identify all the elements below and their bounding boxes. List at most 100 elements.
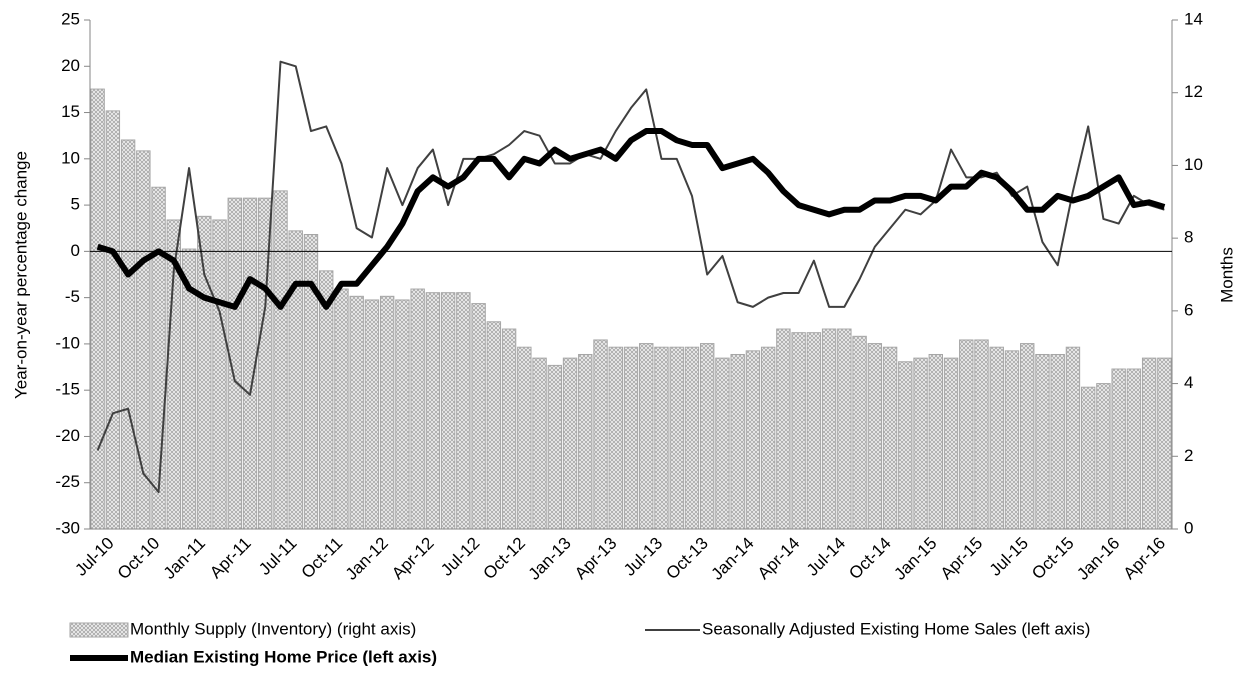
legend-label: Monthly Supply (Inventory) (right axis) <box>130 619 416 638</box>
y-tick-label: -10 <box>55 333 80 352</box>
bar <box>852 335 867 530</box>
bar <box>989 346 1004 530</box>
bar <box>1096 383 1111 530</box>
bar <box>349 295 364 530</box>
bar <box>501 328 517 530</box>
bar <box>974 339 989 530</box>
bar <box>379 295 395 530</box>
x-tick-label: Apr-12 <box>388 534 438 584</box>
x-tick-label: Apr-14 <box>754 534 804 584</box>
bar <box>776 328 791 530</box>
bar <box>623 346 639 530</box>
bar <box>654 346 669 530</box>
bar <box>837 328 852 530</box>
x-tick-label: Jan-12 <box>342 534 392 584</box>
x-tick-label: Oct-10 <box>114 534 164 584</box>
y-tick-label: -25 <box>55 472 80 491</box>
bar <box>882 346 898 530</box>
bar <box>425 292 441 530</box>
y2-tick-label: 4 <box>1184 373 1193 392</box>
bar <box>1141 357 1157 530</box>
y2-tick-label: 6 <box>1184 300 1193 319</box>
legend-label: Seasonally Adjusted Existing Home Sales … <box>702 619 1090 638</box>
y2-tick-label: 12 <box>1184 82 1203 101</box>
bar <box>669 346 684 530</box>
bar <box>1020 343 1035 530</box>
bar <box>288 230 303 530</box>
y-tick-label: 10 <box>61 148 80 167</box>
y2-tick-label: 14 <box>1184 9 1203 28</box>
y-tick-label: 20 <box>61 56 80 75</box>
bar <box>517 346 532 530</box>
bar <box>1111 368 1126 530</box>
x-tick-label: Apr-13 <box>571 534 621 584</box>
legend-label: Median Existing Home Price (left axis) <box>130 647 437 666</box>
bar <box>760 346 776 530</box>
y2-tick-label: 10 <box>1184 155 1203 174</box>
bar <box>578 353 593 530</box>
bar <box>699 343 715 530</box>
x-tick-label: Apr-11 <box>206 534 255 583</box>
x-tick-label: Apr-16 <box>1120 534 1170 584</box>
bar <box>410 288 425 530</box>
y-tick-label: 25 <box>61 9 80 28</box>
bar <box>120 139 136 530</box>
x-tick-label: Oct-12 <box>480 534 530 584</box>
legend: Monthly Supply (Inventory) (right axis) S… <box>69 619 1090 666</box>
y2-tick-label: 8 <box>1184 228 1193 247</box>
bar <box>959 339 974 530</box>
bar <box>791 332 806 530</box>
bar <box>547 364 563 530</box>
bar <box>1126 368 1142 530</box>
bar <box>730 353 745 530</box>
x-tick-label: Jan-14 <box>707 534 757 584</box>
bar <box>273 190 288 530</box>
bar <box>608 346 623 530</box>
bar <box>258 197 273 530</box>
y2-axis-title: Months <box>1217 247 1236 303</box>
bar <box>303 234 319 530</box>
y-tick-label: -15 <box>55 380 80 399</box>
bar <box>1080 386 1096 530</box>
x-tick-label: Jan-11 <box>160 534 209 583</box>
y-tick-label: -5 <box>65 287 80 306</box>
bar <box>639 343 654 530</box>
x-tick-label: Jan-16 <box>1073 534 1123 584</box>
bar <box>1157 357 1172 530</box>
bar <box>684 346 700 530</box>
bar <box>395 299 410 530</box>
bar <box>593 339 608 530</box>
bar <box>928 353 943 530</box>
y-tick-label: -30 <box>55 518 80 537</box>
x-tick-label: Oct-14 <box>845 534 895 584</box>
y2-tick-label: 2 <box>1184 446 1193 465</box>
x-tick-label: Apr-15 <box>937 534 987 584</box>
bar <box>806 332 822 530</box>
bar <box>456 292 471 530</box>
x-tick-label: Jul-11 <box>255 534 300 579</box>
bar <box>1050 353 1065 530</box>
x-tick-label: Jan-15 <box>890 534 940 584</box>
legend-swatch <box>69 622 129 638</box>
line-layer <box>96 60 1166 493</box>
bar <box>821 328 837 530</box>
x-tick-label: Jan-13 <box>525 534 575 584</box>
bar <box>334 288 349 530</box>
bar <box>471 303 486 530</box>
y2-tick-label: 0 <box>1184 518 1193 537</box>
bar <box>440 292 456 530</box>
x-tick-label: Jul-10 <box>71 534 117 580</box>
axis-layer <box>84 19 1178 530</box>
bar <box>913 357 928 530</box>
bar <box>562 357 578 530</box>
bar <box>867 343 883 530</box>
x-tick-label: Jul-13 <box>620 534 666 580</box>
bar <box>532 357 547 530</box>
bar <box>1004 350 1020 530</box>
bar <box>1035 353 1050 530</box>
bar <box>715 357 730 530</box>
bar <box>943 357 959 530</box>
y-tick-label: 15 <box>61 102 80 121</box>
bar <box>364 299 380 530</box>
